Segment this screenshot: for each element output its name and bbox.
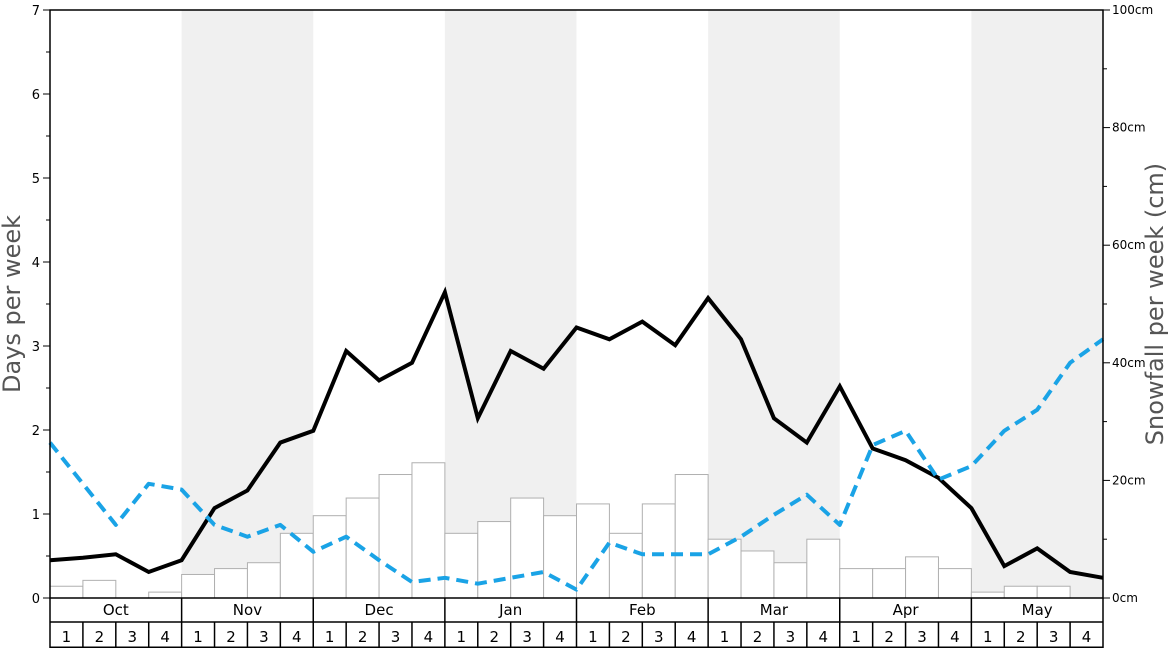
week-label: 1 bbox=[62, 628, 72, 646]
week-label: 1 bbox=[588, 628, 598, 646]
left-tick-label: 5 bbox=[32, 172, 40, 187]
week-label: 1 bbox=[325, 628, 335, 646]
left-tick-label: 1 bbox=[32, 508, 40, 523]
week-label: 3 bbox=[127, 628, 137, 646]
week-label: 4 bbox=[160, 628, 170, 646]
right-tick-label: 40cm bbox=[1112, 356, 1146, 370]
week-label: 3 bbox=[917, 628, 927, 646]
week-label: 4 bbox=[687, 628, 697, 646]
week-label: 2 bbox=[753, 628, 763, 646]
month-label: Mar bbox=[760, 601, 789, 619]
snowfall-bar bbox=[608, 532, 643, 599]
right-tick-label: 60cm bbox=[1112, 238, 1146, 252]
week-label: 1 bbox=[193, 628, 203, 646]
snowfall-bar bbox=[411, 462, 446, 599]
week-label: 3 bbox=[654, 628, 664, 646]
month-band bbox=[971, 10, 1103, 598]
left-tick-label: 3 bbox=[32, 340, 40, 355]
snowfall-bar bbox=[707, 538, 742, 599]
snowfall-bar bbox=[181, 573, 216, 599]
snowfall-bar bbox=[312, 515, 347, 599]
snowfall-bar bbox=[905, 556, 939, 599]
week-label: 4 bbox=[950, 628, 960, 646]
left-tick-label: 4 bbox=[32, 256, 40, 271]
week-label: 3 bbox=[522, 628, 532, 646]
week-label: 1 bbox=[720, 628, 730, 646]
week-label: 2 bbox=[621, 628, 631, 646]
right-tick-label: 80cm bbox=[1112, 121, 1146, 135]
snowfall-bar bbox=[1036, 585, 1071, 599]
week-label: 4 bbox=[555, 628, 565, 646]
month-label: Oct bbox=[103, 601, 129, 619]
right-axis-title: Snowfall per week (cm) bbox=[1141, 163, 1168, 445]
snowfall-bar bbox=[806, 538, 841, 599]
dashed-series-line bbox=[48, 337, 1105, 592]
week-label: 4 bbox=[424, 628, 434, 646]
left-axis-title: Days per week bbox=[0, 215, 26, 393]
snowfall-bar bbox=[872, 568, 907, 599]
week-label: 2 bbox=[95, 628, 105, 646]
week-label: 2 bbox=[489, 628, 499, 646]
week-label: 4 bbox=[819, 628, 829, 646]
week-label: 3 bbox=[1049, 628, 1059, 646]
week-label: 1 bbox=[851, 628, 861, 646]
week-label: 1 bbox=[983, 628, 993, 646]
week-label: 3 bbox=[786, 628, 796, 646]
left-tick-label: 0 bbox=[32, 592, 40, 607]
week-label: 4 bbox=[292, 628, 302, 646]
snowfall-bar bbox=[1003, 585, 1038, 599]
snowfall-bar bbox=[510, 497, 545, 599]
right-tick-label: 20cm bbox=[1112, 473, 1146, 487]
right-tick-label: 100cm bbox=[1112, 3, 1153, 17]
month-label: Feb bbox=[629, 601, 656, 619]
week-label: 2 bbox=[358, 628, 368, 646]
snowfall-bar bbox=[641, 503, 676, 599]
right-tick-label: 0cm bbox=[1112, 591, 1138, 605]
month-label: Dec bbox=[365, 601, 394, 619]
left-tick-label: 6 bbox=[32, 88, 40, 103]
week-label: 3 bbox=[391, 628, 401, 646]
snowfall-bar bbox=[839, 568, 874, 599]
snowfall-bar bbox=[214, 568, 248, 599]
week-label: 1 bbox=[457, 628, 467, 646]
snowfall-bar bbox=[444, 532, 479, 599]
week-label: 3 bbox=[259, 628, 269, 646]
snowfall-bar bbox=[246, 562, 281, 599]
left-tick-label: 7 bbox=[32, 4, 40, 19]
snowfall-bar bbox=[937, 568, 972, 599]
week-label: 4 bbox=[1082, 628, 1092, 646]
solid-series-line bbox=[49, 286, 1104, 580]
snowfall-bar bbox=[82, 579, 117, 599]
snowfall-bar bbox=[279, 532, 314, 599]
snowfall-bar bbox=[543, 515, 577, 599]
snowfall-bar bbox=[49, 585, 84, 599]
snowfall-bar bbox=[970, 591, 1005, 599]
snowfall-bar bbox=[477, 521, 512, 599]
snowfall-bar bbox=[740, 550, 775, 599]
snowfall-bar bbox=[148, 591, 183, 599]
week-label: 2 bbox=[226, 628, 236, 646]
month-label: May bbox=[1022, 601, 1053, 619]
month-band bbox=[708, 10, 840, 598]
snowfall-bar bbox=[773, 562, 808, 599]
month-label: Nov bbox=[233, 601, 262, 619]
snowfall-bar bbox=[674, 474, 709, 599]
month-band bbox=[181, 10, 314, 598]
left-tick-label: 2 bbox=[32, 424, 40, 439]
month-label: Jan bbox=[498, 601, 522, 619]
week-label: 2 bbox=[1016, 628, 1026, 646]
month-label: Apr bbox=[893, 601, 920, 619]
week-label: 2 bbox=[884, 628, 894, 646]
